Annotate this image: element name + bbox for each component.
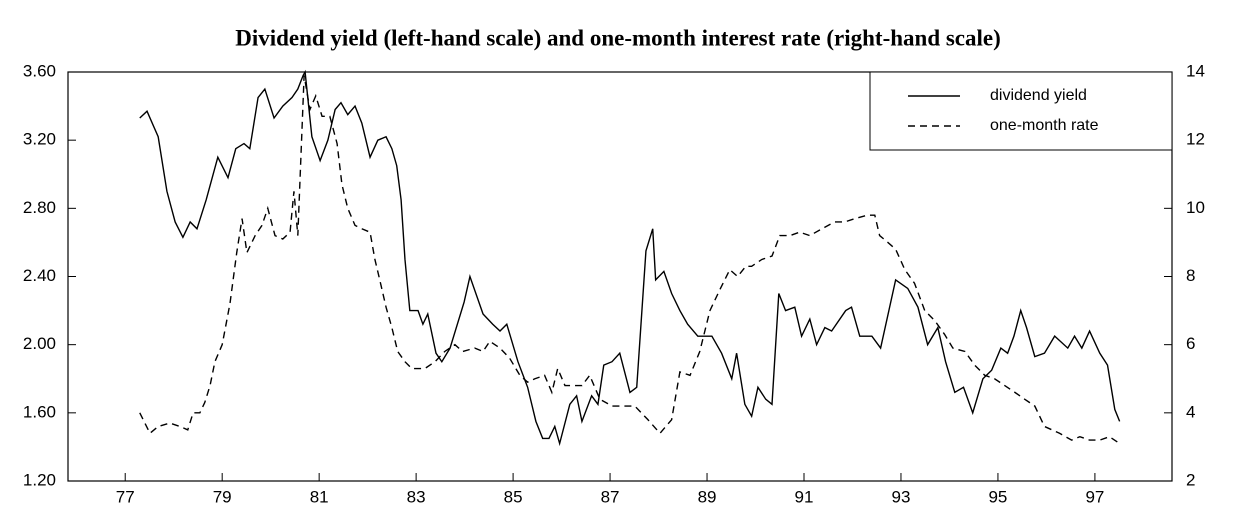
- y2-tick-label: 4: [1186, 402, 1195, 421]
- y2-tick-label: 14: [1186, 61, 1205, 80]
- y-tick-label: 2.00: [23, 334, 56, 353]
- y-tick-label: 3.60: [23, 61, 56, 80]
- y2-tick-label: 10: [1186, 198, 1205, 217]
- x-tick-label: 77: [116, 487, 135, 506]
- x-tick-label: 81: [310, 487, 329, 506]
- y-tick-label: 3.20: [23, 130, 56, 149]
- legend-label: one-month rate: [990, 117, 1099, 134]
- x-tick-label: 89: [698, 487, 717, 506]
- x-tick-label: 79: [213, 487, 232, 506]
- y-tick-label: 1.20: [23, 470, 56, 489]
- legend-label: dividend yield: [990, 87, 1087, 104]
- x-tick-label: 87: [601, 487, 620, 506]
- legend-box: [869, 71, 1173, 151]
- y2-tick-label: 12: [1186, 130, 1205, 149]
- x-tick-label: 95: [988, 487, 1007, 506]
- y-tick-label: 2.40: [23, 266, 56, 285]
- x-tick-label: 93: [892, 487, 911, 506]
- y-tick-label: 1.60: [23, 402, 56, 421]
- x-tick-label: 97: [1085, 487, 1104, 506]
- y2-tick-label: 8: [1186, 266, 1195, 285]
- x-tick-label: 91: [795, 487, 814, 506]
- data-line: [139, 69, 1121, 447]
- chart-title: Dividend yield (left-hand scale) and one…: [235, 25, 1001, 50]
- y2-tick-label: 2: [1186, 470, 1195, 489]
- y-tick-label: 2.80: [23, 198, 56, 217]
- y2-tick-label: 6: [1186, 334, 1195, 353]
- x-tick-label: 83: [407, 487, 426, 506]
- data-line: [139, 75, 1121, 445]
- x-tick-label: 85: [504, 487, 523, 506]
